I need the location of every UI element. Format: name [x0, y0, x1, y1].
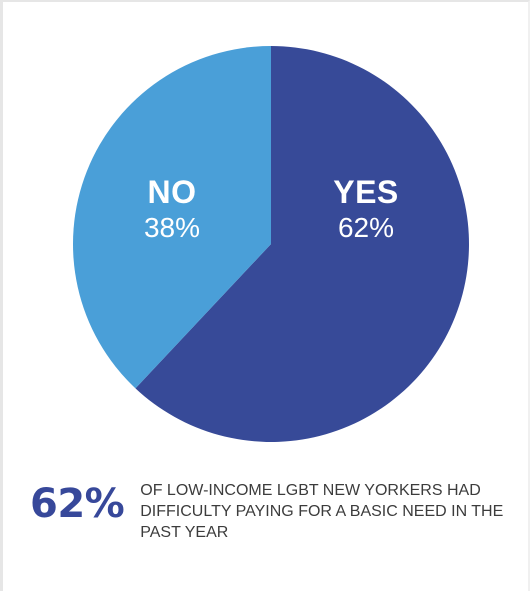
- slice-value-no: 38%: [143, 212, 201, 243]
- slice-label-no: NO 38%: [112, 176, 232, 242]
- slice-value-yes: 62%: [337, 212, 395, 243]
- pie-slice-yes: [135, 46, 469, 442]
- stat-description: OF LOW-INCOME LGBT NEW YORKERS HAD DIFFI…: [140, 482, 504, 541]
- pie-slice-no: [72, 46, 272, 389]
- slice-name-no: NO: [147, 174, 197, 210]
- slice-label-yes: YES 62%: [306, 176, 426, 242]
- stat-callout: 62% OF LOW-INCOME LGBT NEW YORKERS HAD D…: [30, 480, 520, 543]
- stat-number: 62%: [30, 481, 125, 527]
- slice-name-yes: YES: [333, 174, 399, 210]
